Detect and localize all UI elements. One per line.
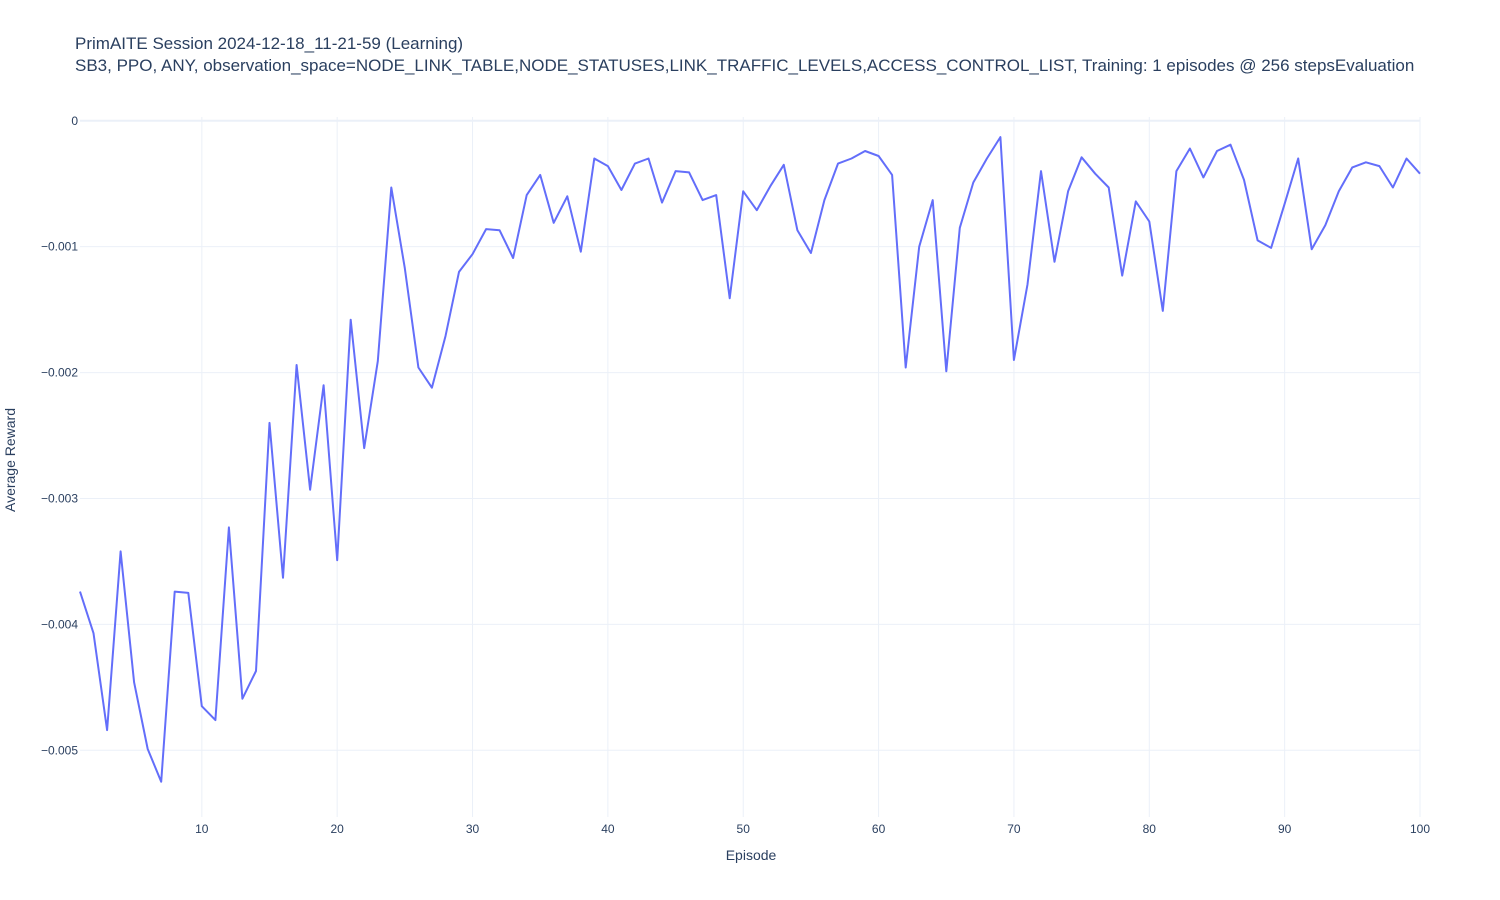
y-axis-label: Average Reward bbox=[2, 408, 18, 512]
y-tick-label: −0.005 bbox=[41, 743, 78, 757]
y-tick-label: −0.002 bbox=[41, 366, 78, 380]
y-tick-label: 0 bbox=[71, 114, 78, 128]
x-tick-label: 40 bbox=[601, 822, 615, 836]
grid-layer bbox=[80, 117, 1421, 817]
x-tick-label: 30 bbox=[466, 822, 480, 836]
x-tick-label: 50 bbox=[737, 822, 751, 836]
x-tick-label: 100 bbox=[1410, 822, 1430, 836]
x-axis-label: Episode bbox=[726, 847, 777, 863]
tick-labels: 10 20 30 40 50 60 70 80 90 100 0 −0.001 −0.002 −0.003… bbox=[41, 114, 1430, 836]
x-tick-label: 60 bbox=[872, 822, 886, 836]
x-tick-label: 20 bbox=[330, 822, 344, 836]
x-tick-label: 90 bbox=[1278, 822, 1292, 836]
y-tick-label: −0.003 bbox=[41, 491, 78, 505]
x-tick-label: 10 bbox=[195, 822, 209, 836]
x-tick-label: 70 bbox=[1007, 822, 1021, 836]
y-tick-label: −0.004 bbox=[41, 617, 78, 631]
chart-subtitle: SB3, PPO, ANY, observation_space=NODE_LI… bbox=[75, 56, 1415, 75]
series-layer bbox=[79, 136, 1421, 783]
x-tick-label: 80 bbox=[1143, 822, 1157, 836]
series-line bbox=[79, 136, 1421, 783]
chart-title: PrimAITE Session 2024-12-18_11-21-59 (Le… bbox=[75, 34, 464, 53]
y-tick-label: −0.001 bbox=[41, 240, 78, 254]
